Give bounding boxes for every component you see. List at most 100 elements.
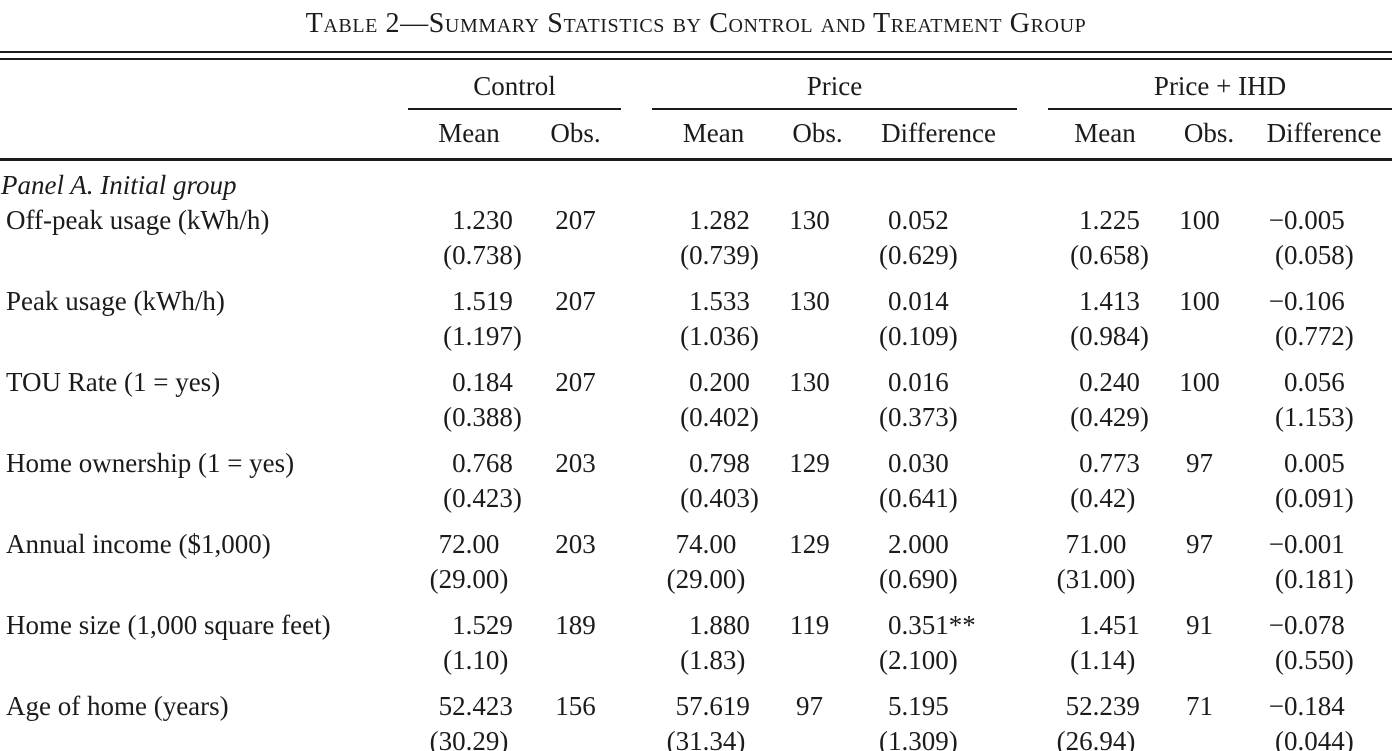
cell-price-obs: 129 [789, 448, 830, 478]
cell-price-ihd-sd: (0.42) [1070, 483, 1136, 513]
column-header-price-ihd-mean: Mean [1048, 109, 1163, 161]
cell-control-sd: (1.197) [443, 321, 522, 351]
cell-price-ihd-difference: −0.001 [1268, 529, 1345, 559]
row-label-spacer [0, 724, 408, 751]
panel-a-row: Panel A. Initial group [0, 160, 1392, 204]
cell-price-ihd-sd: (1.14) [1070, 645, 1136, 675]
row-label: Peak usage (kWh/h) [6, 286, 225, 316]
cell-control-mean: 52.423 [438, 691, 513, 721]
cell-price-difference: 0.014 [888, 286, 949, 316]
panel-label: Panel A. Initial group [1, 170, 237, 200]
cell-empty [1162, 562, 1256, 608]
cell-price-obs: 130 [789, 367, 830, 397]
group-header-control: Control [408, 60, 622, 110]
cell-control-obs: 203 [555, 448, 596, 478]
cell-empty [775, 562, 860, 608]
column-header-price-obs: Obs. [775, 109, 861, 161]
cell-price-obs: 97 [796, 691, 824, 721]
cell-empty [1162, 643, 1256, 689]
cell-control-mean: 1.519 [452, 286, 513, 316]
cell-price-ihd-mean: 1.413 [1079, 286, 1140, 316]
cell-control-sd: (0.423) [443, 483, 522, 513]
table-title: Table 2—Summary Statistics by Control an… [305, 8, 1087, 39]
group-header-row: Control Price Price + IHD [0, 60, 1392, 110]
table-row-std: (0.388) (0.402) (0.373) (0.429) (1.153) [0, 400, 1392, 446]
column-gap [1017, 203, 1048, 238]
table-row-std: (30.29) (31.34) (1.309) (26.94) (0.044) [0, 724, 1392, 751]
column-gap [621, 365, 652, 400]
cell-price-difference: 0.351** [888, 610, 976, 640]
cell-price-ihd-sd: (0.984) [1070, 321, 1149, 351]
summary-statistics-table: Control Price Price + IHD Mean Obs. Mean… [0, 60, 1392, 751]
column-gap [1017, 527, 1048, 562]
cell-empty [1162, 319, 1256, 365]
row-label-spacer [0, 481, 408, 527]
cell-empty [530, 400, 621, 446]
column-gap [1017, 400, 1048, 446]
cell-price-ihd-difference-sd: (0.044) [1275, 726, 1354, 751]
cell-control-sd: (0.388) [443, 402, 522, 432]
column-gap [621, 284, 652, 319]
row-label: Off-peak usage (kWh/h) [6, 205, 270, 235]
cell-price-sd: (31.34) [666, 726, 746, 751]
cell-empty [775, 724, 860, 751]
table-row-std: (29.00) (29.00) (0.690) (31.00) (0.181) [0, 562, 1392, 608]
cell-control-obs: 207 [555, 205, 596, 235]
cell-price-obs: 130 [789, 286, 830, 316]
group-header-price-ihd: Price + IHD [1048, 60, 1392, 110]
table-row-std: (1.10) (1.83) (2.100) (1.14) (0.550) [0, 643, 1392, 689]
table-row: Peak usage (kWh/h) 1.519 207 1.533 130 0.014 1… [0, 284, 1392, 319]
column-gap [1017, 109, 1049, 161]
cell-price-difference: 2.000 [888, 529, 949, 559]
cell-empty [530, 319, 621, 365]
cell-price-mean: 1.880 [689, 610, 750, 640]
cell-control-sd: (0.738) [443, 240, 522, 270]
cell-price-difference-sd: (0.373) [879, 402, 958, 432]
group-header-price: Price [652, 60, 1018, 110]
group-gap [1017, 60, 1048, 109]
cell-empty [1162, 238, 1256, 284]
cell-empty [775, 238, 860, 284]
column-header-control-mean: Mean [408, 109, 530, 161]
column-gap [621, 527, 652, 562]
row-label: TOU Rate (1 = yes) [6, 367, 221, 397]
cell-price-ihd-difference-sd: (0.091) [1275, 483, 1354, 513]
cell-price-ihd-difference: −0.184 [1268, 691, 1345, 721]
cell-price-sd: (0.402) [680, 402, 759, 432]
column-gap [1017, 446, 1048, 481]
column-gap [621, 238, 652, 284]
cell-empty [530, 481, 621, 527]
table-row-std: (0.423) (0.403) (0.641) (0.42) (0.091) [0, 481, 1392, 527]
column-gap [1017, 643, 1048, 689]
cell-price-ihd-difference-sd: (0.181) [1275, 564, 1354, 594]
column-gap [621, 481, 652, 527]
column-gap [1017, 608, 1048, 643]
cell-control-mean: 1.529 [452, 610, 513, 640]
column-gap [621, 109, 653, 161]
table-row-std: (0.738) (0.739) (0.629) (0.658) (0.058) [0, 238, 1392, 284]
column-gap [621, 643, 652, 689]
cell-control-mean: 0.768 [452, 448, 513, 478]
cell-control-sd: (29.00) [429, 564, 509, 594]
cell-price-sd: (0.403) [680, 483, 759, 513]
cell-price-ihd-difference: −0.106 [1268, 286, 1345, 316]
cell-price-ihd-difference-sd: (0.058) [1275, 240, 1354, 270]
row-label-spacer [0, 319, 408, 365]
cell-price-ihd-obs: 97 [1186, 529, 1214, 559]
column-gap [1017, 562, 1048, 608]
table-row-std: (1.197) (1.036) (0.109) (0.984) (0.772) [0, 319, 1392, 365]
cell-price-difference: 5.195 [888, 691, 949, 721]
cell-price-ihd-mean: 0.240 [1079, 367, 1140, 397]
cell-empty [530, 238, 621, 284]
cell-price-ihd-difference: −0.078 [1268, 610, 1345, 640]
cell-price-obs: 129 [789, 529, 830, 559]
cell-price-ihd-obs: 97 [1186, 448, 1214, 478]
row-label-spacer [0, 400, 408, 446]
cell-empty [1162, 481, 1256, 527]
cell-price-ihd-obs: 100 [1179, 367, 1220, 397]
cell-control-obs: 156 [555, 691, 596, 721]
column-gap [621, 400, 652, 446]
cell-price-mean: 57.619 [675, 691, 750, 721]
cell-price-sd: (1.83) [680, 645, 746, 675]
cell-price-ihd-difference-sd: (0.550) [1275, 645, 1354, 675]
